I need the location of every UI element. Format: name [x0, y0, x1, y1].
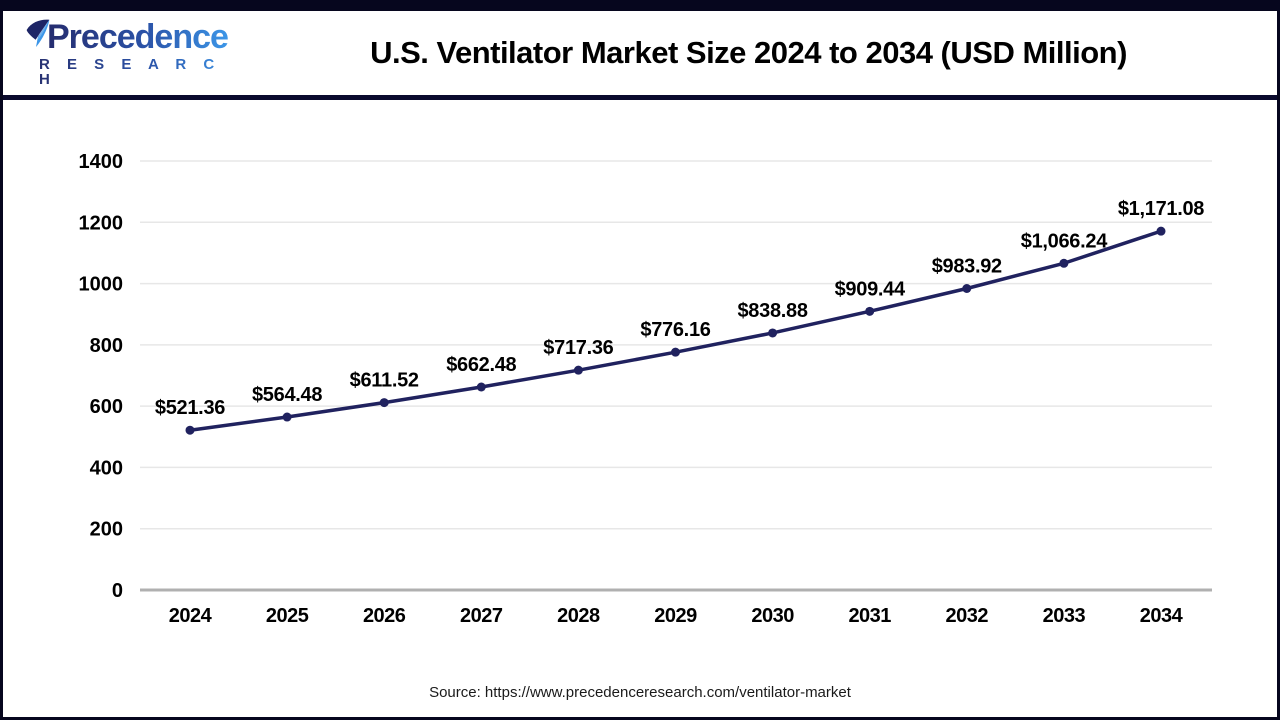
chart-area: 0 200 400 600 800 1000 1200 1400 2024 2025 2026 202…	[3, 100, 1277, 717]
title-wrap: U.S. Ventilator Market Size 2024 to 2034…	[238, 35, 1277, 71]
data-point-marker	[185, 425, 195, 435]
data-label: $611.52	[350, 370, 419, 392]
y-tick-label: 0	[112, 580, 123, 602]
y-tick-label: 800	[90, 335, 123, 357]
data-label: $909.44	[835, 278, 906, 300]
y-tick-label: 1400	[79, 151, 124, 173]
precedence-logo: Precedence R E S E A R C H	[3, 17, 238, 87]
header: Precedence R E S E A R C H U.S. Ventilat…	[3, 11, 1277, 100]
y-tick-label: 600	[90, 396, 123, 418]
logo-swoosh-icon	[26, 19, 50, 47]
chart-title: U.S. Ventilator Market Size 2024 to 2034…	[370, 35, 1127, 70]
data-point-marker	[573, 365, 583, 375]
y-tick-label: 400	[90, 457, 123, 479]
data-label: $717.36	[543, 337, 613, 359]
data-point-marker	[962, 283, 972, 293]
data-label: $564.48	[252, 384, 322, 406]
data-point-marker	[865, 306, 875, 316]
data-label: $662.48	[446, 354, 516, 376]
x-tick-label: 2034	[1140, 605, 1184, 627]
data-point-marker	[671, 347, 680, 357]
data-label: $983.92	[932, 255, 1002, 277]
x-tick-label: 2027	[460, 605, 503, 627]
source-text: Source: https://www.precedenceresearch.c…	[429, 684, 851, 701]
y-tick-label: 1000	[79, 274, 124, 296]
x-tick-label: 2030	[751, 605, 794, 627]
data-point-marker	[476, 382, 486, 392]
y-tick-label: 200	[90, 519, 123, 541]
data-label: $838.88	[737, 300, 807, 322]
data-label: $1,066.24	[1021, 230, 1108, 252]
data-label: $776.16	[640, 319, 710, 341]
data-label: $521.36	[155, 397, 225, 419]
data-point-marker	[282, 412, 292, 422]
y-tick-label: 1200	[79, 212, 124, 234]
x-tick-label: 2029	[654, 605, 697, 627]
logo-wordmark: Precedence	[47, 17, 229, 56]
x-tick-label: 2033	[1043, 605, 1086, 627]
x-tick-label: 2024	[169, 605, 213, 627]
data-point-marker	[379, 398, 389, 408]
x-tick-label: 2026	[363, 605, 406, 627]
data-point-marker	[1059, 258, 1069, 268]
logo-top: Precedence	[25, 17, 238, 56]
x-tick-label: 2031	[848, 605, 891, 627]
x-tick-label: 2025	[266, 605, 309, 627]
x-tick-label: 2028	[557, 605, 600, 627]
logo-subtitle: R E S E A R C H	[39, 57, 238, 87]
data-point-marker	[1156, 226, 1166, 236]
line-chart: 0 200 400 600 800 1000 1200 1400 2024 2025 2026 202…	[79, 151, 1212, 627]
data-label: $1,171.08	[1118, 198, 1204, 220]
data-point-marker	[768, 328, 778, 338]
x-tick-label: 2032	[946, 605, 989, 627]
